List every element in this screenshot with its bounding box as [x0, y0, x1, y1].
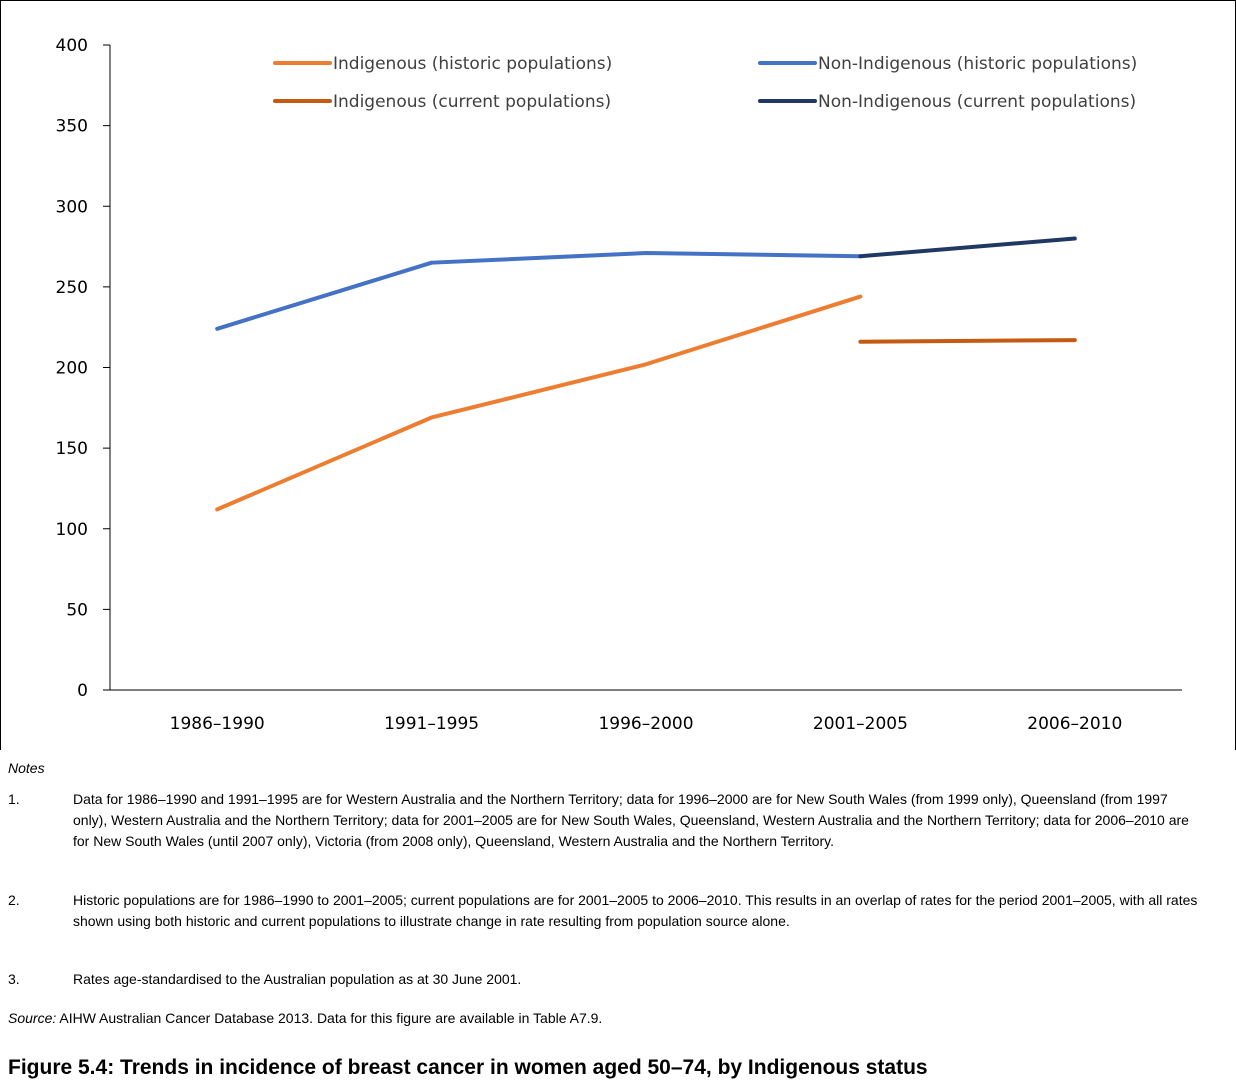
series-line-3	[858, 338, 1077, 344]
legend-label: Indigenous (current populations)	[333, 92, 611, 112]
note-text: Historic populations are for 1986–1990 t…	[73, 892, 1198, 929]
legend-label: Non-Indigenous (current populations)	[818, 92, 1136, 112]
legend-label: Indigenous (historic populations)	[333, 54, 612, 74]
y-tick-label: 300	[56, 197, 88, 217]
legend-label: Non-Indigenous (historic populations)	[818, 54, 1137, 74]
notes-heading: Notes	[8, 760, 45, 776]
note-number: 1.	[8, 791, 20, 807]
note-text: Data for 1986–1990 and 1991–1995 are for…	[73, 791, 1189, 849]
y-tick-label: 100	[56, 520, 88, 540]
series-line-1	[215, 294, 863, 512]
x-tick-label: 2006–2010	[1027, 714, 1122, 734]
note-number: 3.	[8, 971, 20, 987]
y-tick-label: 350	[56, 117, 88, 137]
x-tick-label: 2001–2005	[813, 714, 908, 734]
source-line: Source: AIHW Australian Cancer Database …	[8, 1010, 602, 1026]
source-text: AIHW Australian Cancer Database 2013. Da…	[56, 1010, 603, 1026]
figure-title: Figure 5.4: Trends in incidence of breas…	[8, 1056, 928, 1079]
note-number: 2.	[8, 892, 20, 908]
y-tick-label: 250	[56, 278, 88, 298]
y-tick-label: 0	[77, 681, 88, 701]
x-tick-label: 1986–1990	[170, 714, 265, 734]
series-line-2	[215, 251, 863, 331]
line-chart: 0 50 100 150 200 250 300 350 400 1986–1990 1991–19…	[56, 36, 1182, 734]
series-line-4	[858, 236, 1077, 259]
source-label: Source:	[8, 1010, 57, 1026]
note-text: Rates age-standardised to the Australian…	[73, 971, 522, 987]
y-tick-label: 150	[56, 439, 88, 459]
x-tick-label: 1991–1995	[384, 714, 479, 734]
x-tick-label: 1996–2000	[598, 714, 693, 734]
y-tick-label: 50	[66, 600, 88, 620]
y-tick-label: 400	[56, 36, 88, 56]
y-tick-label: 200	[56, 359, 88, 379]
